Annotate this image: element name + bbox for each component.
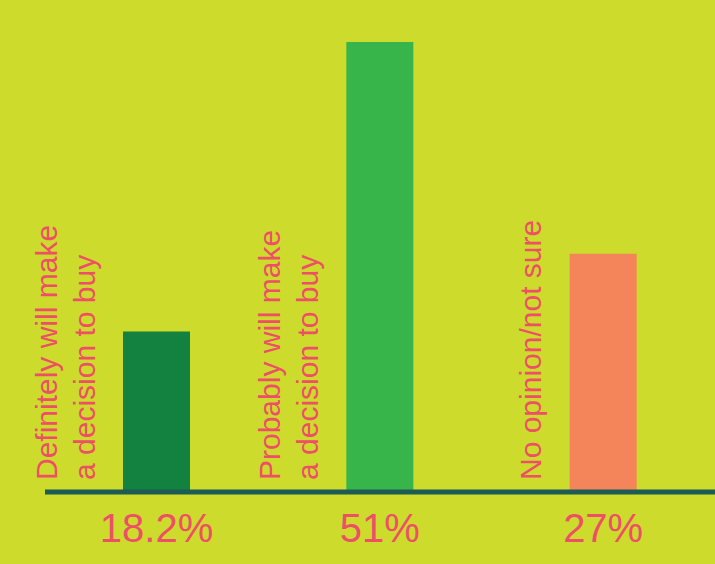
svg-text:18.2%: 18.2%	[100, 506, 213, 550]
svg-text:Definitely will make: Definitely will make	[30, 225, 63, 480]
svg-text:No opinion/not sure: No opinion/not sure	[514, 220, 547, 480]
svg-text:27%: 27%	[563, 506, 643, 550]
svg-text:Probably will make: Probably will make	[253, 230, 286, 480]
svg-text:a decision to buy: a decision to buy	[68, 255, 101, 480]
svg-text:a decision to buy: a decision to buy	[291, 255, 324, 480]
svg-text:51%: 51%	[340, 506, 420, 550]
